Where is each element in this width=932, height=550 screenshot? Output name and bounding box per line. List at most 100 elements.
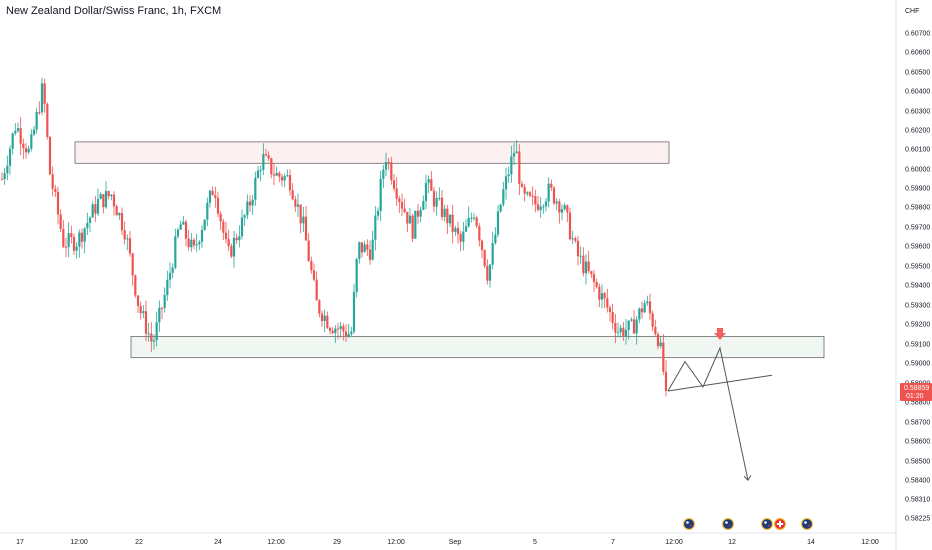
candle bbox=[374, 206, 377, 251]
flag-icon[interactable] bbox=[721, 517, 735, 531]
candle bbox=[528, 190, 532, 198]
candle bbox=[430, 170, 433, 191]
candle bbox=[192, 237, 196, 250]
event-icons[interactable] bbox=[682, 517, 814, 531]
candle bbox=[574, 236, 577, 243]
candle bbox=[347, 323, 350, 338]
price-tick-label: 0.59600 bbox=[905, 244, 930, 251]
price-tick-label: 0.60000 bbox=[905, 167, 930, 174]
candle bbox=[118, 212, 121, 221]
candle bbox=[600, 284, 604, 309]
candle bbox=[198, 240, 201, 251]
candle bbox=[395, 177, 398, 206]
candle bbox=[112, 191, 116, 216]
price-tick-label: 0.60400 bbox=[905, 89, 930, 96]
candle bbox=[520, 180, 524, 188]
candle bbox=[344, 324, 348, 342]
candle bbox=[14, 123, 17, 136]
candle bbox=[259, 165, 262, 182]
candle bbox=[19, 117, 22, 156]
candle bbox=[419, 206, 422, 223]
candle bbox=[472, 213, 476, 221]
candle bbox=[384, 152, 388, 177]
price-tick-label: 0.60700 bbox=[905, 31, 930, 38]
price-tick-label: 0.59000 bbox=[905, 361, 930, 368]
candle bbox=[35, 107, 38, 134]
candle bbox=[334, 324, 337, 343]
candle bbox=[270, 157, 273, 179]
candle bbox=[56, 186, 60, 225]
flag-icon-swiss[interactable] bbox=[773, 517, 787, 531]
candle bbox=[166, 270, 169, 301]
candle bbox=[227, 229, 230, 251]
candle bbox=[563, 202, 566, 211]
candle bbox=[240, 209, 244, 240]
candle bbox=[163, 287, 166, 313]
time-tick-label: 22 bbox=[135, 539, 143, 546]
candle bbox=[350, 326, 353, 337]
candle bbox=[312, 263, 316, 282]
candle bbox=[488, 263, 492, 288]
candle bbox=[398, 195, 401, 214]
candle bbox=[550, 179, 553, 191]
candle bbox=[358, 241, 361, 264]
candle bbox=[411, 213, 414, 243]
candle bbox=[635, 315, 638, 345]
price-tick-label: 0.59800 bbox=[905, 205, 930, 212]
current-price-label: 0.58859 01:20 bbox=[900, 382, 932, 401]
price-axis[interactable]: 0.60700 0.60600 0.60500 0.60400 0.60300 0.602… bbox=[905, 31, 930, 523]
candle bbox=[555, 198, 558, 211]
candle bbox=[518, 144, 521, 196]
candle bbox=[171, 263, 174, 279]
candle bbox=[246, 194, 249, 220]
candle bbox=[342, 323, 345, 341]
candle bbox=[102, 193, 105, 214]
candle bbox=[531, 186, 534, 206]
candle bbox=[70, 225, 73, 244]
candle bbox=[80, 228, 84, 249]
candle bbox=[662, 334, 665, 375]
candle bbox=[32, 125, 36, 137]
candle bbox=[83, 227, 86, 254]
price-tick-label: 0.59300 bbox=[905, 303, 930, 310]
candle bbox=[664, 360, 668, 397]
candle bbox=[278, 171, 281, 183]
flag-icon[interactable] bbox=[800, 517, 814, 531]
candle bbox=[206, 197, 209, 227]
down-arrow-icon bbox=[714, 328, 726, 340]
time-axis[interactable]: 17 12:00 22 24 12:00 29 12:00 Sep 5 7 12:00 12 14 12:… bbox=[16, 539, 879, 546]
candle bbox=[379, 170, 382, 222]
time-tick-label: 12:00 bbox=[387, 539, 405, 546]
candle bbox=[403, 198, 406, 214]
candle bbox=[22, 138, 25, 160]
candle bbox=[142, 305, 145, 319]
candle bbox=[115, 204, 118, 216]
candle bbox=[451, 204, 454, 244]
candle bbox=[627, 320, 630, 340]
price-tick-label: 0.59700 bbox=[905, 225, 930, 232]
candle bbox=[307, 233, 310, 262]
candle bbox=[195, 233, 198, 252]
candle bbox=[606, 288, 609, 313]
candle bbox=[504, 167, 508, 200]
candle bbox=[392, 174, 396, 192]
candle bbox=[560, 204, 564, 221]
candle bbox=[459, 230, 462, 252]
candle bbox=[72, 233, 76, 255]
support-zone[interactable] bbox=[130, 335, 825, 359]
candle bbox=[622, 322, 625, 341]
candle bbox=[630, 317, 633, 323]
candle bbox=[286, 169, 289, 178]
trend-line[interactable] bbox=[667, 374, 773, 392]
flag-icon[interactable] bbox=[682, 517, 696, 531]
candle bbox=[200, 225, 204, 248]
candle bbox=[352, 283, 356, 334]
candle bbox=[539, 197, 542, 218]
price-tick-label: 0.60300 bbox=[905, 109, 930, 116]
candle bbox=[216, 191, 220, 218]
resistance-zone[interactable] bbox=[74, 141, 670, 164]
projection-path[interactable] bbox=[667, 346, 749, 481]
candle bbox=[30, 129, 33, 152]
flag-icon[interactable] bbox=[760, 517, 774, 531]
